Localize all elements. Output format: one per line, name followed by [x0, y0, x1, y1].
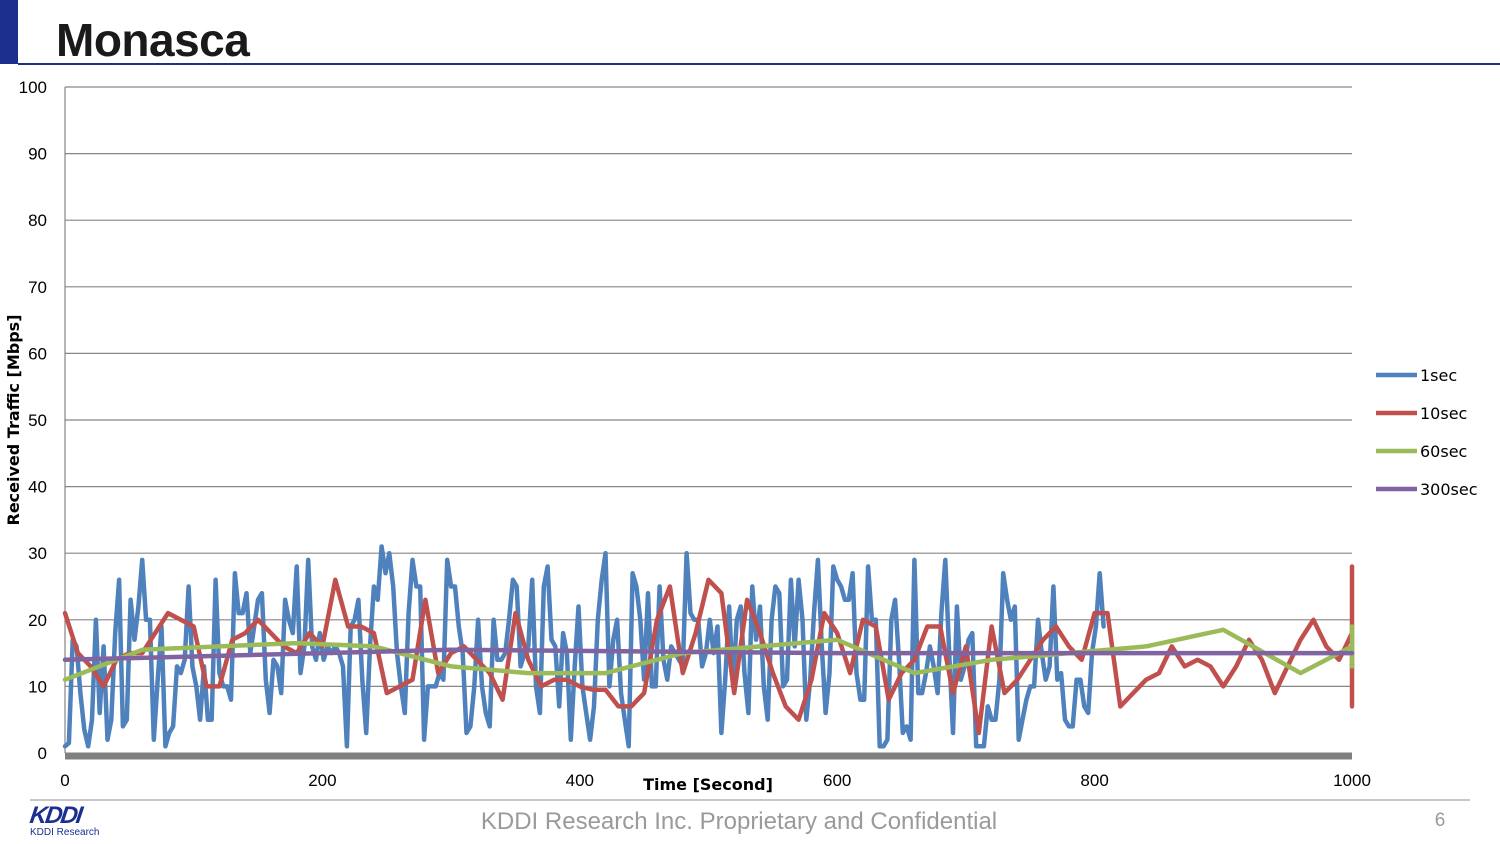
- y-tick-label-20: 20: [28, 611, 47, 630]
- footer-divider: [30, 799, 1470, 801]
- x-tick-label-400: 400: [566, 771, 594, 790]
- y-axis-ticks: 0 10 20 30 40 50 60 70 80 90 100: [19, 78, 47, 763]
- traffic-line-chart: 0 10 20 30 40 50 60 70 80 90 100 0 200 400 600 800 1000…: [4, 78, 1478, 794]
- series-line-1sec: [62, 544, 1106, 749]
- x-tick-label-600: 600: [823, 771, 851, 790]
- y-axis-title: Received Traffic [Mbps]: [4, 314, 23, 525]
- legend-label-300sec: 300sec: [1420, 480, 1478, 499]
- x-tick-label-200: 200: [308, 771, 336, 790]
- chart-legend: 1sec 10sec 60sec 300sec: [1376, 366, 1478, 499]
- y-tick-label-10: 10: [28, 677, 47, 696]
- y-tick-label-90: 90: [28, 145, 47, 164]
- slide-title: Monasca: [56, 14, 250, 66]
- y-tick-label-80: 80: [28, 211, 47, 230]
- series-line-60sec: [62, 624, 1355, 682]
- title-divider: [18, 63, 1500, 65]
- y-tick-label-100: 100: [19, 78, 47, 97]
- y-tick-label-30: 30: [28, 544, 47, 563]
- y-tick-label-0: 0: [38, 744, 47, 763]
- chart-gridlines: [65, 86, 1352, 688]
- legend-label-1sec: 1sec: [1420, 366, 1457, 385]
- y-tick-label-50: 50: [28, 411, 47, 430]
- footer-confidentiality-note: KDDI Research Inc. Proprietary and Confi…: [480, 808, 998, 835]
- series-line-300sec: [62, 647, 1355, 663]
- title-accent-bar: [0, 0, 18, 64]
- x-tick-label-0: 0: [60, 771, 69, 790]
- chart-series: [62, 544, 1355, 749]
- y-tick-label-70: 70: [28, 278, 47, 297]
- legend-label-10sec: 10sec: [1420, 404, 1467, 423]
- x-tick-label-1000: 1000: [1333, 771, 1371, 790]
- y-tick-label-60: 60: [28, 344, 47, 363]
- kddi-logo: KDDI KDDI Research: [28, 802, 110, 841]
- y-tick-label-40: 40: [28, 478, 47, 497]
- chart-axes: [64, 87, 1352, 760]
- x-tick-label-800: 800: [1080, 771, 1108, 790]
- kddi-logo-subtitle: KDDI Research: [30, 827, 100, 838]
- page-number: 6: [1434, 810, 1446, 831]
- x-axis-title: Time [Second]: [643, 775, 773, 794]
- x-axis-ticks: 0 200 400 600 800 1000: [60, 771, 1371, 790]
- legend-label-60sec: 60sec: [1420, 442, 1467, 461]
